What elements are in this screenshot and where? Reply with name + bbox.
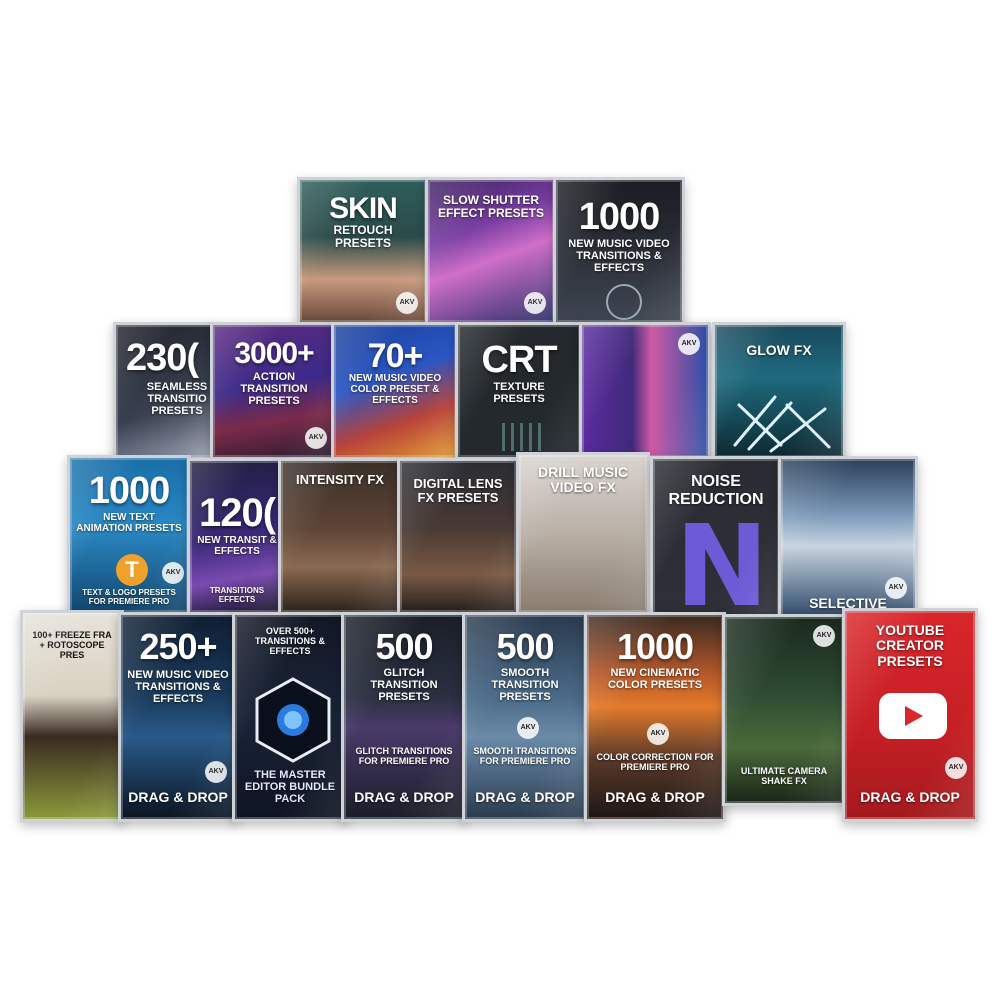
card-title: INTENSITY FX: [296, 472, 384, 487]
card-intensity-fx[interactable]: INTENSITY FX: [278, 458, 402, 615]
card-title: 120(: [198, 491, 276, 535]
card-mid-text: COLOR CORRECTION FOR PREMIERE PRO: [596, 752, 714, 772]
akv-logo-icon: AKV: [162, 562, 184, 584]
youtube-play-icon: [879, 693, 947, 739]
akv-logo-icon: AKV: [305, 427, 327, 449]
card-title: ULTIMATE CAMERA SHAKE FX: [740, 766, 828, 786]
akv-logo-icon: AKV: [205, 761, 227, 783]
card-digital-lens[interactable]: DIGITAL LENS FX PRESETS: [397, 458, 519, 615]
card-subtitle: NEW CINEMATIC COLOR PRESETS: [607, 667, 703, 692]
card-noise-reduction[interactable]: NOISE REDUCTION N: [650, 456, 782, 620]
card-70-color-presets[interactable]: 70+ NEW MUSIC VIDEO COLOR PRESET & EFFEC…: [331, 322, 459, 460]
card-250-music-video[interactable]: 250+ NEW MUSIC VIDEO TRANSITIONS & EFFEC…: [118, 612, 238, 822]
card-title: DIGITAL LENS FX PRESETS: [413, 476, 503, 506]
card-500-smooth[interactable]: 500 SMOOTH TRANSITION PRESETS AKV SMOOTH…: [462, 612, 588, 822]
akv-logo-icon: AKV: [813, 625, 835, 647]
card-dancer-fx[interactable]: AKV: [579, 322, 711, 460]
drag-drop-label: DRAG & DROP: [605, 789, 705, 805]
card-title: NOISE REDUCTION: [668, 473, 764, 508]
akv-logo-icon: AKV: [678, 333, 700, 355]
card-1000-cinematic[interactable]: 1000 NEW CINEMATIC COLOR PRESETS AKV COL…: [584, 612, 726, 822]
card-selective[interactable]: AKV SELECTIVE: [778, 456, 918, 620]
akv-logo-icon: AKV: [945, 757, 967, 779]
card-title: 1000: [578, 196, 661, 238]
drag-drop-label: DRAG & DROP: [354, 789, 454, 805]
akv-logo-icon: AKV: [647, 723, 669, 745]
card-1000-music-video[interactable]: 1000 NEW MUSIC VIDEO TRANSITIONS & EFFEC…: [553, 177, 685, 325]
card-title: 3000+: [234, 337, 314, 370]
card-subtitle: SMOOTH TRANSITION PRESETS: [491, 667, 559, 704]
card-3000-action[interactable]: 3000+ ACTION TRANSITION PRESETS AKV: [210, 322, 338, 460]
card-freeze-frame[interactable]: 100+ FREEZE FRA + ROTOSCOPE PRES: [20, 610, 124, 822]
card-title: THE MASTER EDITOR BUNDLE PACK: [244, 769, 336, 806]
hexagon-planet-icon: [255, 677, 331, 763]
card-slow-shutter[interactable]: SLOW SHUTTER EFFECT PRESETS AKV: [425, 177, 557, 325]
card-title: 100+ FREEZE FRA + ROTOSCOPE PRES: [32, 630, 112, 660]
akv-logo-icon: AKV: [517, 717, 539, 739]
card-1000-text-animation[interactable]: 1000 NEW TEXT ANIMATION PRESETS T TEXT &…: [67, 455, 191, 615]
card-footer: SELECTIVE: [809, 595, 887, 611]
card-glow-fx[interactable]: GLOW FX: [712, 322, 846, 460]
mask-icon: [606, 284, 642, 320]
card-subtitle: NEW TRANSIT & EFFECTS: [197, 535, 277, 557]
card-subtitle: ACTION TRANSITION PRESETS: [240, 371, 308, 408]
card-subtitle: GLITCH TRANSITION PRESETS: [370, 667, 438, 704]
card-title: 500: [375, 626, 433, 667]
card-mid-text: GLITCH TRANSITIONS FOR PREMIERE PRO: [355, 746, 453, 766]
drag-drop-label: DRAG & DROP: [475, 789, 575, 805]
card-subtitle: NEW MUSIC VIDEO TRANSITIONS & EFFECTS: [568, 238, 670, 275]
card-footer: TEXT & LOGO PRESETS FOR PREMIERE PRO: [82, 588, 176, 606]
card-title: GLOW FX: [746, 342, 812, 358]
card-title: 230(: [126, 337, 199, 379]
card-subtitle: NEW MUSIC VIDEO COLOR PRESET & EFFECTS: [348, 373, 442, 406]
drag-drop-label: DRAG & DROP: [860, 789, 960, 805]
card-youtube-creator[interactable]: YOUTUBE CREATOR PRESETS AKV DRAG & DROP: [842, 608, 978, 822]
akv-logo-icon: AKV: [396, 292, 418, 314]
card-title: 1000: [616, 626, 694, 667]
card-skin-retouch[interactable]: SKIN RETOUCH PRESETS AKV: [297, 177, 429, 325]
card-master-editor-bundle[interactable]: OVER 500+ TRANSITIONS & EFFECTS THE MAST…: [232, 612, 348, 822]
card-title: YOUTUBE CREATOR PRESETS: [875, 622, 945, 669]
noise-n-icon: N: [675, 502, 769, 620]
card-mid-text: SMOOTH TRANSITIONS FOR PREMIERE PRO: [473, 746, 577, 766]
card-title: SKIN: [329, 192, 398, 225]
card-title: 1000: [88, 470, 171, 512]
card-title: 500: [496, 626, 554, 667]
akv-logo-icon: AKV: [524, 292, 546, 314]
card-subtitle: NEW MUSIC VIDEO TRANSITIONS & EFFECTS: [127, 669, 229, 706]
card-title: CRT: [481, 339, 557, 381]
card-subtitle: SEAMLESS TRANSITIO PRESETS: [146, 381, 208, 418]
card-subtitle: RETOUCH PRESETS: [333, 223, 393, 251]
card-top-text: OVER 500+ TRANSITIONS & EFFECTS: [254, 626, 325, 656]
card-subtitle: TEXTURE PRESETS: [493, 381, 545, 406]
card-crt-texture[interactable]: CRT TEXTURE PRESETS: [455, 322, 583, 460]
card-1200-transitions[interactable]: 120( NEW TRANSIT & EFFECTS TRANSITIONS E…: [187, 458, 287, 615]
card-drill-music[interactable]: DRILL MUSIC VIDEO FX: [516, 452, 650, 615]
card-camera-shake[interactable]: AKV ULTIMATE CAMERA SHAKE FX: [722, 614, 846, 806]
card-500-glitch[interactable]: 500 GLITCH TRANSITION PRESETS GLITCH TRA…: [341, 612, 467, 822]
akv-logo-icon: AKV: [885, 577, 907, 599]
crt-pixel-grid-icon: [502, 423, 542, 451]
card-title: 250+: [139, 626, 217, 667]
card-footer: TRANSITIONS EFFECTS: [209, 586, 265, 604]
drag-drop-label: DRAG & DROP: [128, 789, 228, 805]
text-t-icon: T: [116, 554, 148, 586]
card-seamless-transitions[interactable]: 230( SEAMLESS TRANSITIO PRESETS: [113, 322, 217, 460]
card-title: SLOW SHUTTER EFFECT PRESETS: [437, 193, 544, 221]
card-title: DRILL MUSIC VIDEO FX: [538, 464, 628, 496]
glow-lines-icon: [733, 395, 831, 453]
card-title: 70+: [367, 337, 424, 375]
card-subtitle: NEW TEXT ANIMATION PRESETS: [76, 512, 182, 534]
